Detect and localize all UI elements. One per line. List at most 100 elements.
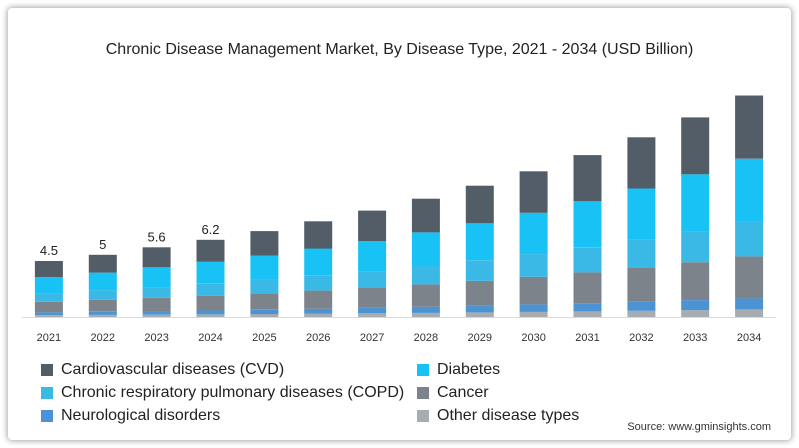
bar-segment-2031-4 (573, 201, 602, 248)
bar-segment-2027-5 (358, 210, 387, 241)
bar-segment-2030-2 (519, 276, 548, 305)
bar-segment-2024-5 (196, 239, 225, 262)
bar-segment-2026-2 (304, 290, 333, 309)
bar-segment-2028-2 (411, 284, 440, 307)
bar-segment-2027-2 (358, 287, 387, 308)
bar-segment-2027-1 (358, 307, 387, 314)
bar-segment-2025-4 (250, 255, 279, 280)
x-tick-label-2032: 2032 (629, 332, 653, 344)
bar-segment-2033-0 (681, 310, 710, 317)
data-label-2024: 6.2 (201, 222, 219, 237)
bar-segment-2029-5 (465, 185, 494, 224)
bar-segment-2023-0 (142, 314, 171, 317)
bar-segment-2028-4 (411, 232, 440, 266)
bar-segment-2027-3 (358, 271, 387, 288)
bar-segment-2025-5 (250, 231, 279, 256)
bar-segment-2024-3 (196, 283, 225, 296)
data-label-2023: 5.6 (148, 229, 166, 244)
bar-segment-2025-1 (250, 309, 279, 315)
data-label-2021: 4.5 (40, 243, 58, 258)
bar-segment-2034-4 (735, 158, 764, 222)
bar-segment-2022-2 (88, 299, 117, 312)
bar-segment-2032-4 (627, 188, 656, 240)
bar-segment-2031-5 (573, 155, 602, 202)
bar-segment-2028-0 (411, 312, 440, 317)
bar-segment-2025-3 (250, 279, 279, 294)
bar-segment-2021-2 (34, 301, 63, 313)
x-tick-label-2031: 2031 (575, 332, 599, 344)
bar-segment-2026-3 (304, 275, 333, 291)
bar-segment-2026-0 (304, 313, 333, 317)
bar-segment-2033-5 (681, 117, 710, 175)
bar-segment-2022-0 (88, 314, 117, 317)
bar-segment-2022-3 (88, 290, 117, 300)
bar-segment-2034-2 (735, 256, 764, 299)
bar-segment-2021-4 (34, 277, 63, 294)
bar-segment-2024-0 (196, 314, 225, 317)
bar-segment-2034-0 (735, 309, 764, 317)
source-note: Source: www.gminsights.com (627, 421, 771, 433)
bar-segment-2032-5 (627, 137, 656, 189)
bar-segment-2024-4 (196, 261, 225, 284)
x-tick-label-2033: 2033 (683, 332, 707, 344)
bar-segment-2025-2 (250, 293, 279, 310)
bar-segment-2023-2 (142, 298, 171, 312)
bar-segment-2021-3 (34, 293, 63, 302)
x-tick-label-2028: 2028 (414, 332, 438, 344)
bar-segment-2029-3 (465, 260, 494, 281)
bar-segment-2028-1 (411, 306, 440, 313)
x-tick-label-2023: 2023 (144, 332, 168, 344)
bar-segment-2034-1 (735, 298, 764, 310)
x-tick-label-2027: 2027 (360, 332, 384, 344)
bar-segment-2026-5 (304, 221, 333, 249)
x-tick-label-2024: 2024 (198, 332, 222, 344)
x-tick-label-2025: 2025 (252, 332, 276, 344)
bar-segment-2026-1 (304, 308, 333, 314)
x-tick-label-2030: 2030 (521, 332, 545, 344)
bar-segment-2034-3 (735, 221, 764, 257)
bar-segment-2030-1 (519, 304, 548, 312)
bar-segment-2032-2 (627, 267, 656, 302)
bar-segment-2023-4 (142, 267, 171, 288)
bar-segment-2033-3 (681, 231, 710, 263)
bar-segment-2030-5 (519, 171, 548, 213)
bar-segment-2022-1 (88, 311, 117, 315)
chart-title: Chronic Disease Management Market, By Di… (105, 41, 694, 58)
bar-segment-2028-3 (411, 266, 440, 285)
x-tick-label-2029: 2029 (468, 332, 492, 344)
bar-segment-2028-5 (411, 198, 440, 233)
bar-segment-2032-1 (627, 301, 656, 311)
bar-segment-2021-5 (34, 261, 63, 278)
bar-segment-2030-0 (519, 311, 548, 317)
bar-segment-2025-0 (250, 314, 279, 317)
stacked-bar-chart: 2021 4.5 2022 5 2023 5.6 2024 6.2 2025 2026 2027 20… (22, 95, 776, 344)
bar-segment-2031-0 (573, 311, 602, 317)
bar-segment-2032-3 (627, 239, 656, 268)
bar-segment-2030-3 (519, 254, 548, 277)
x-tick-label-2034: 2034 (737, 332, 761, 344)
bar-segment-2023-1 (142, 311, 171, 315)
bar-segment-2031-2 (573, 272, 602, 304)
bar-segment-2022-5 (88, 254, 117, 273)
bar-segment-2027-0 (358, 313, 387, 317)
bar-segment-2027-4 (358, 240, 387, 271)
bar-segment-2029-2 (465, 280, 494, 306)
bar-segment-2033-1 (681, 300, 710, 311)
bar-segment-2022-4 (88, 272, 117, 291)
x-tick-label-2022: 2022 (91, 332, 115, 344)
data-label-2022: 5 (99, 237, 106, 252)
bar-segment-2033-2 (681, 262, 710, 300)
bar-segment-2034-5 (735, 95, 764, 159)
bar-segment-2029-0 (465, 312, 494, 317)
bar-segment-2029-4 (465, 223, 494, 261)
bar-segment-2033-4 (681, 174, 710, 232)
bar-segment-2023-3 (142, 287, 171, 298)
x-tick-label-2026: 2026 (306, 332, 330, 344)
bar-segment-2021-0 (34, 315, 63, 317)
bar-segment-2023-5 (142, 247, 171, 268)
bar-segment-2021-1 (34, 312, 63, 316)
chart-card: Chronic Disease Management Market, By Di… (8, 8, 791, 440)
bar-segment-2029-1 (465, 305, 494, 313)
bar-segment-2032-0 (627, 310, 656, 317)
bar-segment-2024-1 (196, 310, 225, 315)
